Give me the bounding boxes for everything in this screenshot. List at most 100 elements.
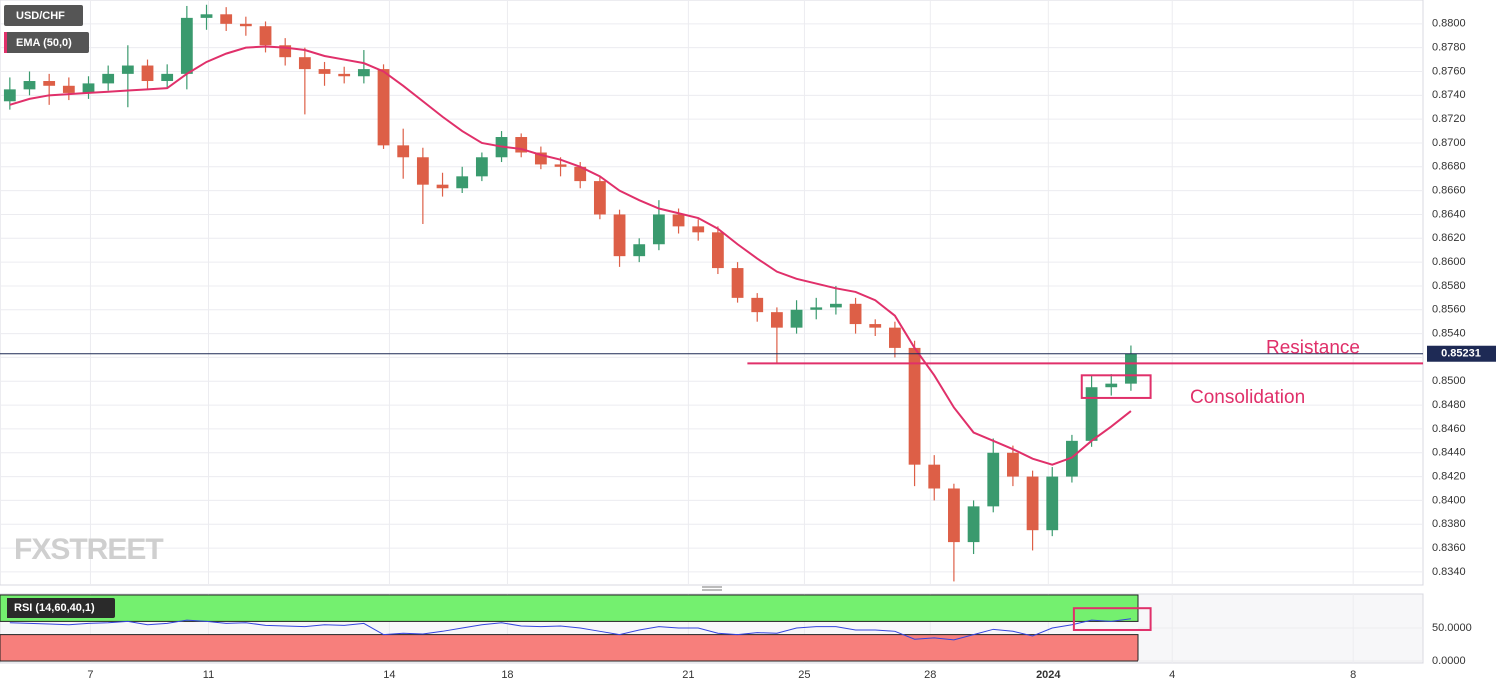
candle-body — [377, 69, 390, 146]
candle-body — [613, 214, 626, 257]
legend-box — [4, 32, 89, 53]
candle-body — [1085, 387, 1098, 441]
y-tick-label: 0.8680 — [1432, 161, 1466, 173]
overbought-band — [0, 594, 1139, 622]
y-tick-label: 0.8800 — [1432, 18, 1466, 30]
x-tick-label: 18 — [501, 669, 513, 681]
candle-body — [948, 488, 960, 543]
candle-body — [259, 26, 272, 46]
candle-body — [239, 23, 252, 27]
x-tick-label: 21 — [682, 669, 694, 681]
candle-body — [534, 152, 547, 165]
candle-body — [279, 45, 292, 58]
candle-body — [161, 73, 174, 82]
legend-box — [4, 5, 83, 26]
y-tick-label: 0.8540 — [1432, 328, 1466, 340]
candle-body — [889, 327, 901, 348]
y-tick-label: 0.8600 — [1432, 256, 1466, 268]
candle-body — [810, 307, 823, 310]
y-tick-label: 0.8500 — [1432, 375, 1466, 387]
candle-body — [357, 69, 370, 77]
candle-body — [830, 303, 842, 308]
ema-line — [9, 45, 1132, 466]
candle-body — [554, 164, 567, 167]
y-tick-label: 0.8480 — [1432, 399, 1466, 411]
y-tick-label: 0.8760 — [1432, 65, 1466, 77]
legend-title: USD/CHF — [16, 10, 65, 22]
y-tick-label: 0.8360 — [1432, 542, 1466, 554]
y-tick-label: 0.8420 — [1432, 470, 1466, 482]
y-tick-label: 0.8700 — [1432, 137, 1466, 149]
candle-body — [692, 226, 705, 233]
candle-body — [515, 137, 528, 153]
legend-swatch — [4, 598, 7, 618]
y-tick-label: 0.8660 — [1432, 185, 1466, 197]
legend-ema: EMA (50,0) — [16, 37, 72, 49]
candle-body — [1046, 476, 1059, 531]
x-tick-label: 4 — [1169, 669, 1175, 681]
x-tick-label: 28 — [924, 669, 936, 681]
y-tick-label: 0.8380 — [1432, 518, 1466, 530]
candle-body — [397, 145, 410, 158]
last-price-box — [1427, 345, 1496, 362]
candle-body — [967, 506, 980, 543]
candle-body — [436, 184, 449, 189]
candle-body — [908, 347, 921, 465]
y-tick-label: 0.8340 — [1432, 566, 1466, 578]
x-tick-label: 7 — [87, 669, 93, 681]
candle-body — [23, 81, 36, 90]
consolidation-box — [1080, 374, 1152, 399]
candle-body — [1105, 383, 1118, 388]
x-tick-label: 8 — [1350, 669, 1356, 681]
last-price-label: 0.85231 — [1441, 348, 1481, 360]
resize-handle[interactable] — [702, 586, 722, 591]
y-tick-label: 0.8640 — [1432, 208, 1466, 220]
candle-body — [987, 452, 1000, 507]
candle-body — [121, 65, 134, 74]
rsi-line — [9, 618, 1131, 641]
consolidation-label: Consolidation — [1190, 387, 1305, 408]
y-tick-label: 0.8740 — [1432, 89, 1466, 101]
x-tick-label: 2024 — [1036, 669, 1061, 681]
candle-body — [633, 244, 646, 257]
candle-body — [102, 73, 115, 84]
candle-body — [1125, 353, 1137, 384]
y-tick-label: 0.8620 — [1432, 232, 1466, 244]
candle-body — [593, 181, 606, 215]
legend-swatch — [4, 32, 7, 53]
candle-body — [711, 232, 724, 269]
candle-body — [298, 57, 311, 70]
resistance-label: Resistance — [1266, 337, 1360, 358]
candle-body — [1066, 440, 1078, 477]
legend-rsi: RSI (14,60,40,1) — [14, 602, 95, 614]
legend-box — [4, 598, 115, 618]
oversold-band — [0, 634, 1139, 662]
candle-body — [751, 297, 764, 313]
candle-body — [790, 309, 803, 328]
candle-body — [43, 81, 56, 86]
candle-body — [456, 176, 469, 189]
candle-body — [928, 464, 941, 489]
candle-body — [82, 83, 95, 93]
candle-body — [869, 324, 882, 328]
x-tick-label: 11 — [203, 669, 214, 681]
y-tick-label: 0.8400 — [1432, 494, 1466, 506]
candle-body — [574, 166, 587, 182]
y-tick-label: 50.0000 — [1432, 622, 1472, 634]
candle-body — [141, 65, 154, 82]
y-tick-label: 0.8580 — [1432, 280, 1466, 292]
candle-body — [200, 14, 213, 18]
candle-body — [338, 73, 351, 77]
candle-body — [220, 14, 233, 24]
candle-body — [770, 312, 783, 328]
candle-body — [1007, 452, 1019, 477]
rsi-box — [1072, 607, 1152, 631]
y-tick-label: 0.8780 — [1432, 42, 1466, 54]
candle-body — [652, 214, 665, 245]
y-tick-label: 0.8560 — [1432, 304, 1466, 316]
candle-body — [180, 17, 193, 74]
candle-body — [672, 214, 685, 227]
y-tick-label: 0.0000 — [1432, 655, 1466, 667]
candle-body — [318, 69, 331, 74]
